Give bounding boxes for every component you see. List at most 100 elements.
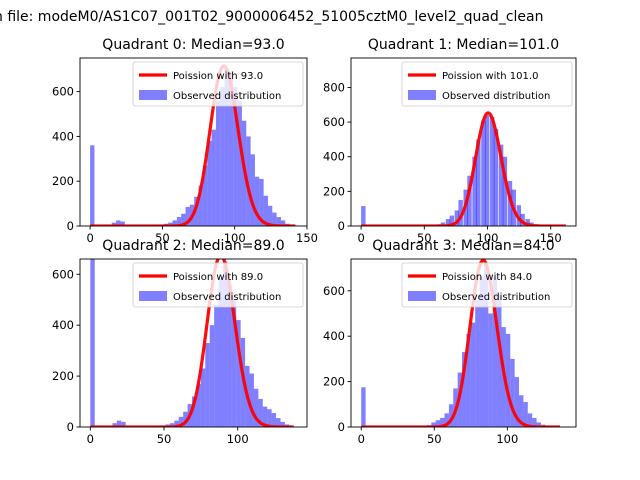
histogram-bar <box>493 129 499 226</box>
histogram-bar <box>440 222 446 226</box>
poisson-curve <box>361 259 561 427</box>
histogram-bar <box>205 343 210 427</box>
y-tick-label: 400 <box>52 129 74 143</box>
panel-quadrant-1: 0 50 100 150 0 200 400 600 800 Quadrant 1: Median… <box>323 37 577 245</box>
histogram-bar <box>121 421 126 427</box>
histogram-bar <box>211 129 216 226</box>
legend-swatch-observed <box>139 90 167 100</box>
histogram-bar <box>168 222 173 226</box>
legend-label-poisson: Poission with 89.0 <box>173 272 263 283</box>
x-tick-label: 150 <box>296 231 318 245</box>
histogram-bar <box>218 279 223 427</box>
y-tick-label: 0 <box>338 219 345 233</box>
histogram-bar <box>502 156 508 226</box>
y-tick-label: 600 <box>323 115 345 129</box>
histogram-bar <box>481 120 486 226</box>
x-tick-label: 50 <box>417 231 432 245</box>
x-tick-label: 50 <box>427 432 442 446</box>
x-tick-label: 100 <box>227 432 249 446</box>
histogram-bar <box>498 144 504 226</box>
y-tick-label: 400 <box>52 318 74 332</box>
histogram-bar <box>507 180 513 226</box>
histogram-bar <box>185 206 190 226</box>
histogram-bar <box>272 212 277 226</box>
histogram-bar <box>202 165 208 226</box>
histogram-bar <box>196 383 201 427</box>
legend-swatch-observed <box>139 291 167 301</box>
figure-suptitle: n file: modeM0/AS1C07_001T02_9000006452_… <box>0 9 543 25</box>
axes-frame <box>350 258 577 428</box>
legend-box <box>401 61 573 107</box>
histogram-bar <box>116 220 121 226</box>
histogram-bar <box>192 396 197 427</box>
histogram-bar <box>449 215 455 226</box>
y-tick-label: 0 <box>67 420 74 434</box>
histogram-bar <box>183 411 188 427</box>
histogram-bar <box>181 213 186 226</box>
histogram-bar <box>90 259 95 427</box>
y-tick-label: 600 <box>323 284 345 298</box>
histogram-bar <box>280 220 286 226</box>
histogram-bar <box>176 217 182 226</box>
histogram-bar <box>214 304 219 427</box>
legend-box <box>132 61 304 107</box>
y-tick-label: 0 <box>338 420 345 434</box>
histogram-bar <box>259 178 264 226</box>
legend-swatch-observed <box>408 90 436 100</box>
axes-frame <box>79 57 308 227</box>
panel-title: Quadrant 2: Median=89.0 <box>102 238 284 254</box>
axes-frame <box>79 258 308 428</box>
histogram-bar <box>435 420 441 427</box>
histogram-bar <box>224 69 229 226</box>
plot-area <box>360 111 567 226</box>
panel-quadrant-2: 0 50 100 0 200 400 600 Quadrant 2: Median=89.0 P… <box>52 238 308 446</box>
histogram-bar <box>200 368 206 427</box>
histogram-bar <box>472 156 477 226</box>
histogram-bar <box>220 87 225 226</box>
histogram-bar <box>361 206 366 226</box>
legend-label-poisson: Poission with 93.0 <box>173 71 263 82</box>
legend-label-observed: Observed distribution <box>173 292 281 303</box>
y-tick-label: 400 <box>323 329 345 343</box>
histogram-bar <box>263 195 268 226</box>
legend-swatch-observed <box>408 291 436 301</box>
histogram-bar <box>254 176 260 226</box>
histogram-bar <box>227 284 232 427</box>
histogram-bar <box>249 373 254 427</box>
plot-area <box>361 259 561 427</box>
x-tick-label: 50 <box>155 231 170 245</box>
legend-label-poisson: Poission with 101.0 <box>442 71 538 82</box>
x-tick-label: 0 <box>87 432 94 446</box>
histogram-bar <box>536 422 541 427</box>
legend-box <box>132 262 304 308</box>
y-tick-label: 400 <box>323 150 345 164</box>
histogram-bar <box>497 295 502 427</box>
histogram-bar <box>514 377 520 427</box>
y-tick-label: 200 <box>52 174 74 188</box>
x-tick-label: 100 <box>477 231 499 245</box>
y-tick-label: 200 <box>323 375 345 389</box>
histogram-bar <box>520 213 525 226</box>
histogram-bar <box>532 417 537 427</box>
histogram-bar <box>488 313 493 427</box>
legend-label-observed: Observed distribution <box>173 91 281 102</box>
histogram-bar <box>475 299 480 427</box>
histogram-bar <box>483 263 489 427</box>
poisson-curve <box>89 64 296 226</box>
y-tick-label: 200 <box>323 184 345 198</box>
histogram-bar <box>484 115 490 226</box>
histogram-bar <box>246 136 251 226</box>
y-tick-label: 0 <box>67 219 74 233</box>
x-tick-label: 0 <box>357 231 364 245</box>
x-tick-label: 50 <box>157 432 172 446</box>
histogram-bar <box>490 116 495 226</box>
histogram-bar <box>267 205 273 226</box>
histogram-bar <box>510 358 515 427</box>
histogram-bar <box>276 418 281 427</box>
legend-box <box>401 262 573 308</box>
histogram-bar <box>525 219 530 226</box>
plot-area <box>89 64 299 226</box>
histogram-bar <box>262 406 268 427</box>
histogram-bar <box>222 261 228 427</box>
histogram-bar <box>458 200 463 226</box>
